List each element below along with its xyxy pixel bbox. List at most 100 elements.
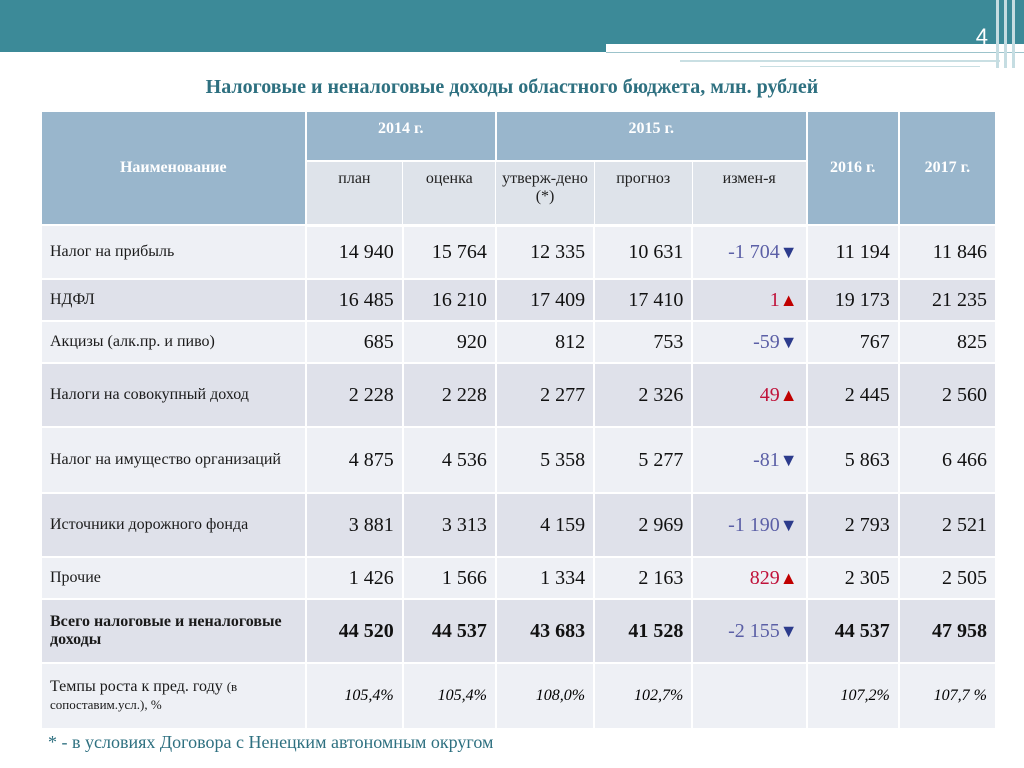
cell-approved: 5 358 — [494, 426, 596, 494]
subheader-change: измен-я — [691, 160, 808, 227]
cell-change — [691, 662, 808, 730]
change-value: -81 — [753, 448, 780, 471]
cell-2016: 44 537 — [805, 598, 900, 664]
cell-forecast: 41 528 — [593, 598, 694, 664]
cell-estimate: 4 536 — [401, 426, 497, 494]
triangle-down-icon: ▼ — [779, 514, 798, 535]
cell-2016: 767 — [805, 320, 900, 364]
table-row: Прочие 1 426 1 566 1 334 2 163 829▲ 2 30… — [40, 556, 998, 600]
cell-approved: 4 159 — [494, 492, 596, 558]
triangle-down-icon: ▼ — [779, 331, 798, 352]
cell-plan: 3 881 — [304, 492, 404, 558]
header-2017: 2017 г. — [897, 110, 998, 226]
row-name: Темпы роста к пред. году (в сопоставим.у… — [40, 662, 307, 730]
cell-2017: 107,7 % — [897, 662, 998, 730]
cell-2017: 11 846 — [897, 224, 998, 280]
cell-change: -1 704▼ — [691, 224, 808, 280]
cell-estimate: 16 210 — [401, 278, 497, 322]
slide-title: Налоговые и неналоговые доходы областног… — [205, 76, 819, 98]
cell-2017: 47 958 — [897, 598, 998, 664]
cell-estimate: 920 — [401, 320, 497, 364]
cell-estimate: 15 764 — [401, 224, 497, 280]
cell-change: 829▲ — [691, 556, 808, 600]
cell-forecast: 10 631 — [593, 224, 694, 280]
cell-2016: 2 305 — [805, 556, 900, 600]
header-band-step — [0, 44, 606, 52]
change-value: 49 — [759, 383, 780, 406]
cell-change: -2 155▼ — [691, 598, 808, 664]
decorative-line — [606, 52, 1024, 53]
triangle-down-icon: ▼ — [779, 241, 798, 262]
triangle-down-icon: ▼ — [779, 449, 798, 470]
header-2014: 2014 г. — [304, 110, 497, 162]
cell-plan: 44 520 — [304, 598, 404, 664]
triangle-down-icon: ▼ — [779, 620, 798, 641]
cell-2017: 21 235 — [897, 278, 998, 322]
triangle-up-icon: ▲ — [779, 289, 798, 310]
cell-estimate: 105,4% — [401, 662, 497, 730]
cell-plan: 685 — [304, 320, 404, 364]
table-row: Источники дорожного фонда 3 881 3 313 4 … — [40, 492, 998, 558]
cell-estimate: 3 313 — [401, 492, 497, 558]
change-value: -1 704 — [728, 240, 780, 263]
table-row: Налоги на совокупный доход 2 228 2 228 2… — [40, 362, 998, 428]
row-name: Акцизы (алк.пр. и пиво) — [40, 320, 307, 364]
cell-approved: 17 409 — [494, 278, 596, 322]
cell-approved: 12 335 — [494, 224, 596, 280]
row-name: Налоги на совокупный доход — [40, 362, 307, 428]
subheader-plan: план — [305, 160, 404, 227]
cell-plan: 1 426 — [304, 556, 404, 600]
change-value: 829 — [749, 566, 780, 589]
row-name: НДФЛ — [40, 278, 307, 322]
cell-estimate: 2 228 — [401, 362, 497, 428]
cell-approved: 2 277 — [494, 362, 596, 428]
cell-change: -1 190▼ — [691, 492, 808, 558]
growth-label-note: (в сопоставим.усл.), % — [50, 679, 238, 712]
table-row: Налог на прибыль 14 940 15 764 12 335 10… — [40, 224, 998, 280]
change-value: -1 190 — [728, 513, 780, 536]
cell-approved: 1 334 — [494, 556, 596, 600]
subheader-approved: утверж-дено (*) — [495, 160, 595, 227]
row-name: Прочие — [40, 556, 307, 600]
row-name: Источники дорожного фонда — [40, 492, 307, 558]
cell-estimate: 44 537 — [401, 598, 497, 664]
cell-change: -81▼ — [691, 426, 808, 494]
table-row: Акцизы (алк.пр. и пиво) 685 920 812 753 … — [40, 320, 998, 364]
cell-forecast: 2 163 — [593, 556, 694, 600]
row-name: Налог на имущество организаций — [40, 426, 307, 494]
change-value: 1 — [769, 288, 780, 311]
decorative-bar — [1012, 0, 1015, 68]
header-2015: 2015 г. — [494, 110, 808, 162]
cell-forecast: 102,7% — [593, 662, 694, 730]
cell-plan: 14 940 — [304, 224, 404, 280]
cell-plan: 16 485 — [304, 278, 404, 322]
cell-2017: 2 521 — [897, 492, 998, 558]
cell-2016: 5 863 — [805, 426, 900, 494]
cell-change: 49▲ — [691, 362, 808, 428]
table-row: НДФЛ 16 485 16 210 17 409 17 410 1▲ 19 1… — [40, 278, 998, 322]
cell-estimate: 1 566 — [401, 556, 497, 600]
cell-forecast: 2 326 — [593, 362, 694, 428]
cell-change: -59▼ — [691, 320, 808, 364]
decorative-line — [760, 66, 980, 67]
cell-2017: 6 466 — [897, 426, 998, 494]
change-value: -2 155 — [728, 619, 780, 642]
cell-approved: 108,0% — [494, 662, 596, 730]
cell-approved: 812 — [494, 320, 596, 364]
cell-forecast: 5 277 — [593, 426, 694, 494]
decorative-bar — [1004, 0, 1007, 68]
slide-number: 4 — [975, 24, 988, 49]
change-value: -59 — [753, 330, 780, 353]
growth-row: Темпы роста к пред. году (в сопоставим.у… — [40, 662, 998, 730]
row-name: Налог на прибыль — [40, 224, 307, 280]
cell-2016: 2 793 — [805, 492, 900, 558]
cell-change: 1▲ — [691, 278, 808, 322]
decorative-line — [680, 60, 1000, 62]
cell-2016: 2 445 — [805, 362, 900, 428]
decorative-bar — [996, 0, 999, 68]
subheader-estimate: оценка — [402, 160, 497, 227]
cell-approved: 43 683 — [494, 598, 596, 664]
cell-2016: 107,2% — [805, 662, 900, 730]
cell-forecast: 17 410 — [593, 278, 694, 322]
cell-2017: 825 — [897, 320, 998, 364]
